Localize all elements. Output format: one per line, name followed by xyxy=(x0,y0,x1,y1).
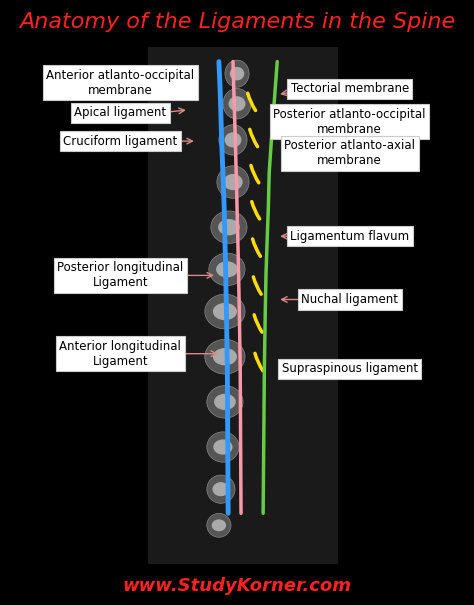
Ellipse shape xyxy=(218,219,240,235)
Text: Supraspinous ligament: Supraspinous ligament xyxy=(282,362,418,375)
Text: Anterior atlanto-occipital
membrane: Anterior atlanto-occipital membrane xyxy=(46,69,194,97)
Text: Posterior atlanto-axial
membrane: Posterior atlanto-axial membrane xyxy=(284,139,415,167)
Ellipse shape xyxy=(217,166,249,198)
Text: Posterior longitudinal
Ligament: Posterior longitudinal Ligament xyxy=(57,261,183,289)
Ellipse shape xyxy=(230,67,244,80)
Ellipse shape xyxy=(207,385,243,418)
Ellipse shape xyxy=(212,519,226,531)
Text: Anatomy of the Ligaments in the Spine: Anatomy of the Ligaments in the Spine xyxy=(19,13,455,33)
FancyBboxPatch shape xyxy=(148,47,337,564)
Text: Ligamentum flavum: Ligamentum flavum xyxy=(290,230,409,243)
Ellipse shape xyxy=(225,60,249,87)
Ellipse shape xyxy=(214,394,236,410)
Ellipse shape xyxy=(213,348,237,365)
Text: Apical ligament: Apical ligament xyxy=(74,106,166,119)
Text: Cruciform ligament: Cruciform ligament xyxy=(63,134,177,148)
Ellipse shape xyxy=(205,294,245,329)
Ellipse shape xyxy=(212,482,229,496)
Text: Anterior longitudinal
Ligament: Anterior longitudinal Ligament xyxy=(59,339,181,368)
Text: Posterior atlanto-occipital
membrane: Posterior atlanto-occipital membrane xyxy=(273,108,426,136)
Text: Nuchal ligament: Nuchal ligament xyxy=(301,293,398,306)
Ellipse shape xyxy=(223,88,251,119)
Ellipse shape xyxy=(213,303,237,320)
Ellipse shape xyxy=(211,211,247,243)
Ellipse shape xyxy=(219,125,247,155)
Ellipse shape xyxy=(216,261,238,278)
Ellipse shape xyxy=(223,174,243,190)
Ellipse shape xyxy=(213,439,233,454)
Ellipse shape xyxy=(207,432,239,462)
Text: Tectorial membrane: Tectorial membrane xyxy=(291,82,409,95)
Ellipse shape xyxy=(207,475,235,503)
Ellipse shape xyxy=(209,253,245,286)
Ellipse shape xyxy=(228,96,246,111)
Text: www.StudyKorner.com: www.StudyKorner.com xyxy=(122,577,352,595)
Ellipse shape xyxy=(225,132,241,148)
Ellipse shape xyxy=(205,339,245,374)
Ellipse shape xyxy=(207,514,231,537)
